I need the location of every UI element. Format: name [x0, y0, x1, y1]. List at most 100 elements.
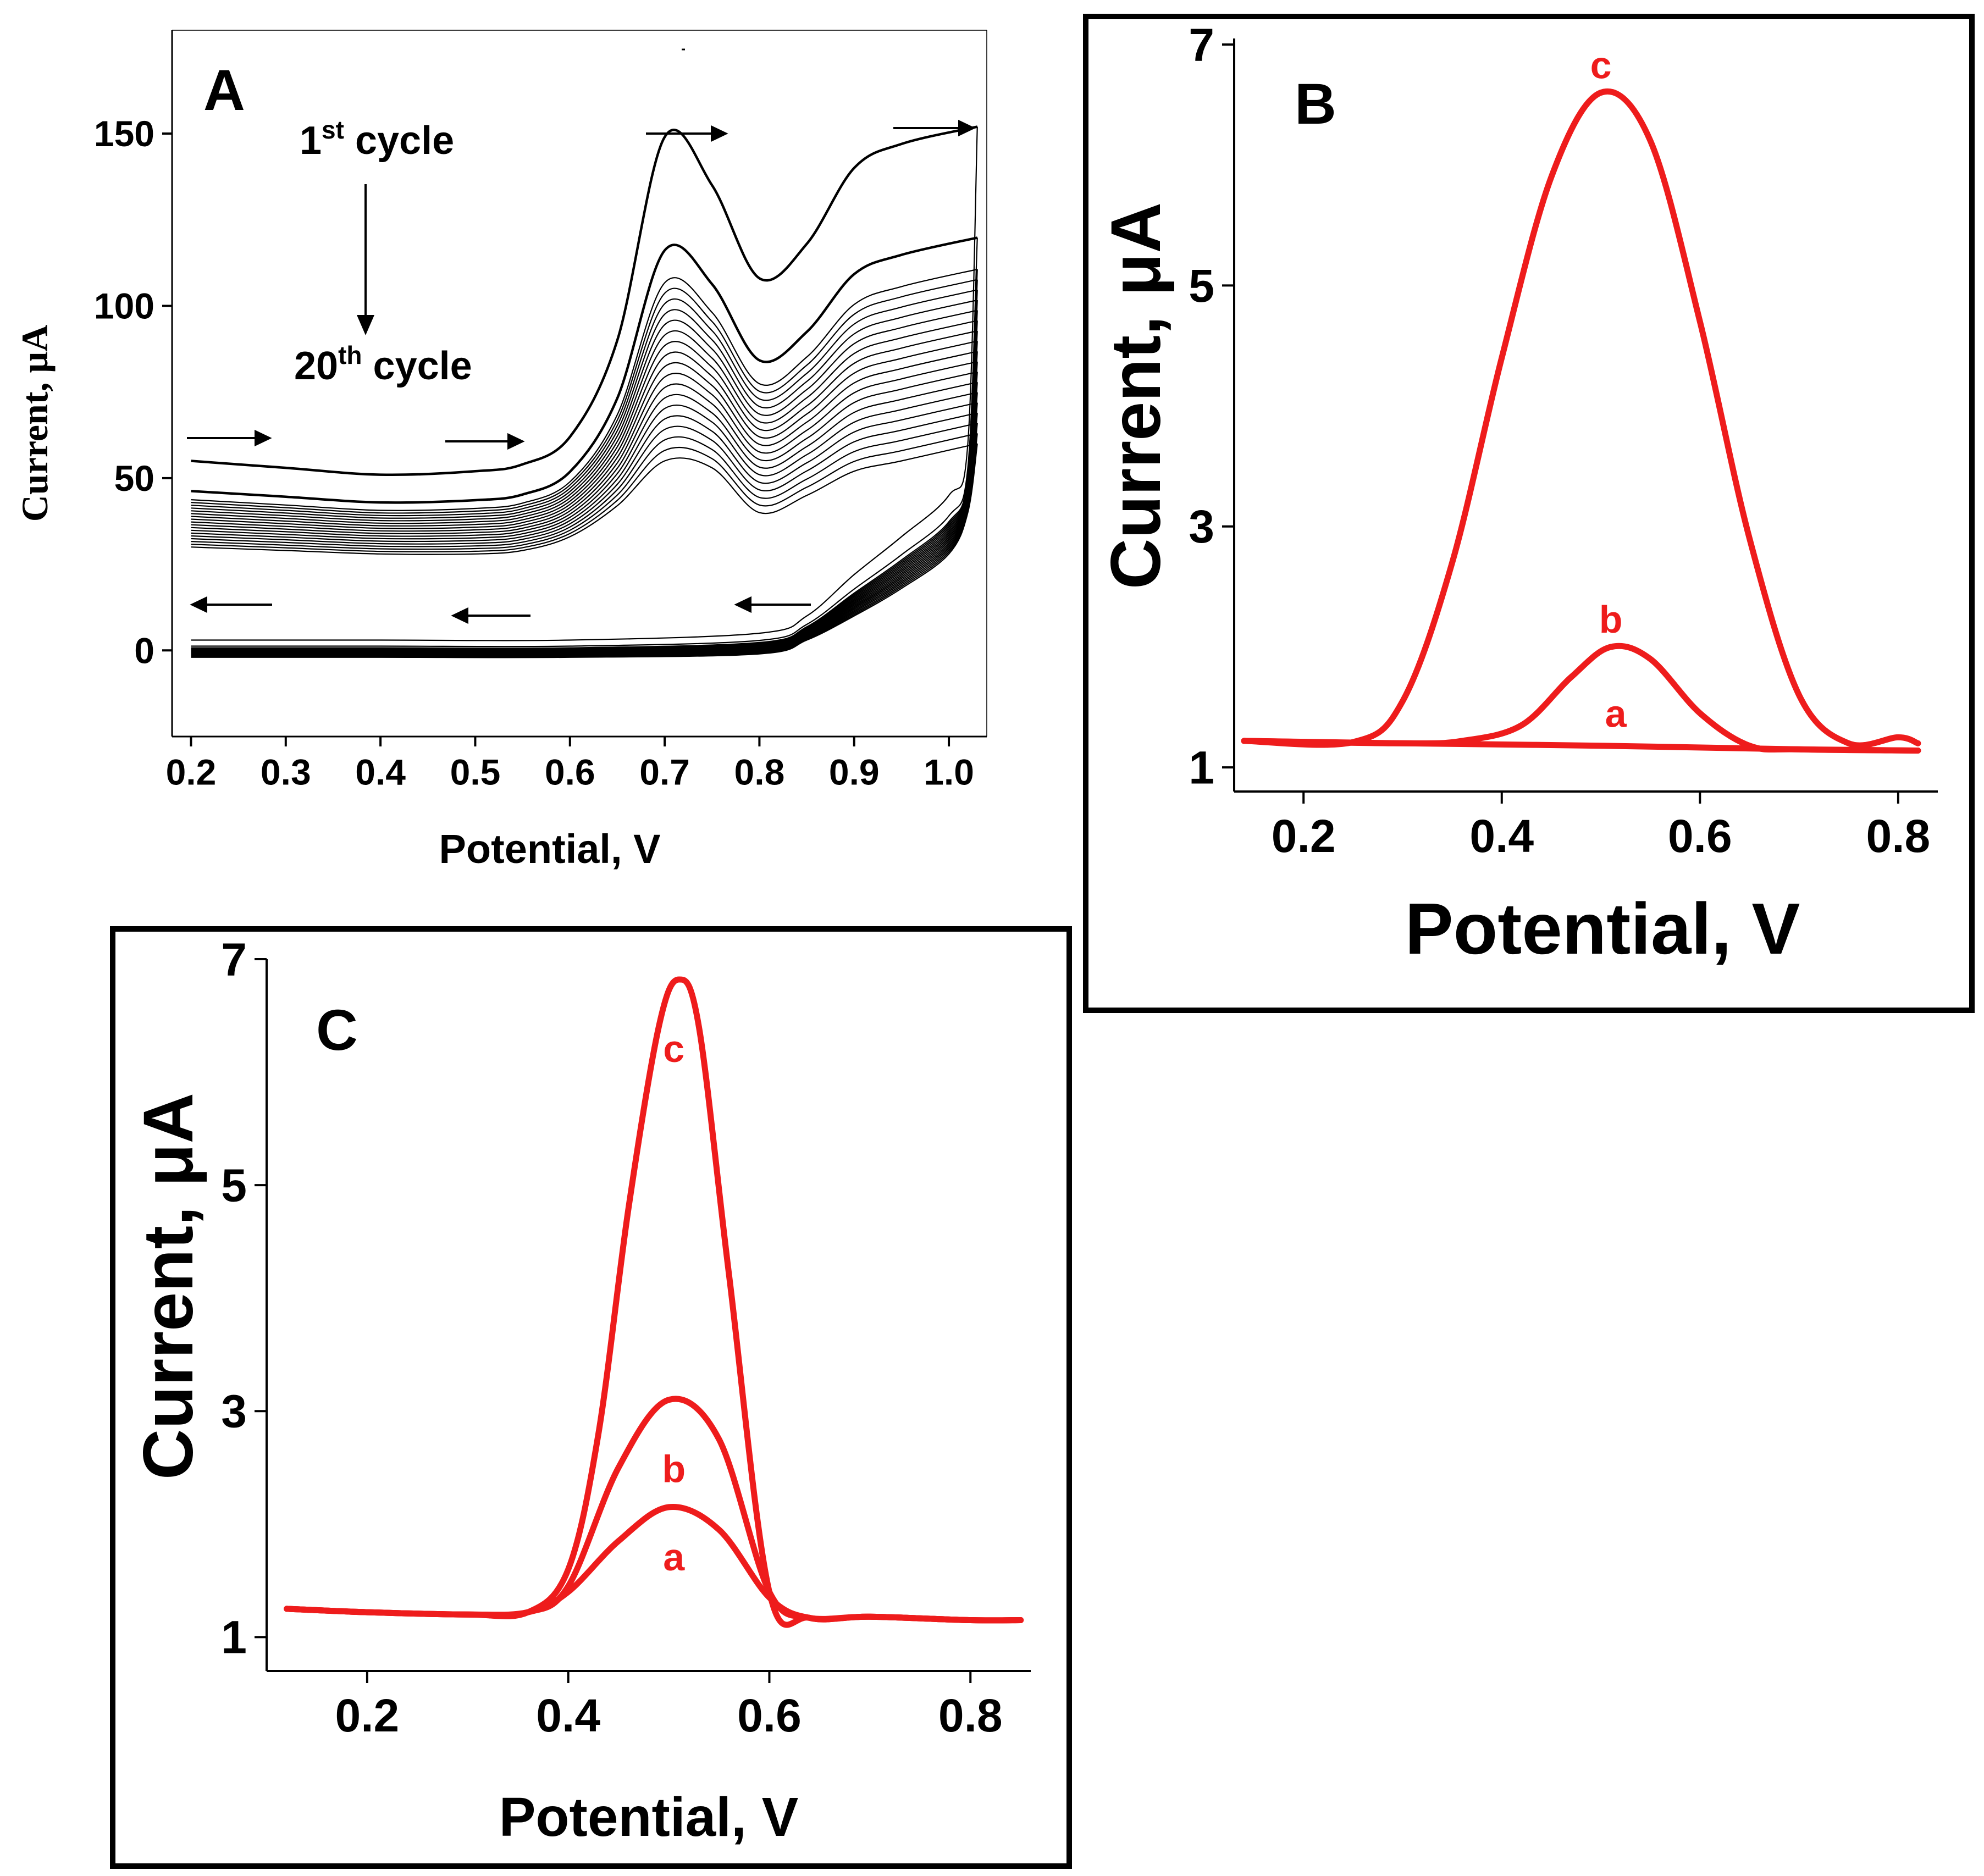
cycle-reverse-scan: [191, 126, 978, 641]
y-tick-label: 1: [1189, 742, 1214, 794]
x-tick-label: 0.2: [1272, 810, 1336, 862]
panel-a-x-axis-label: Potential, V: [439, 826, 661, 872]
series-c-label: c: [663, 1027, 684, 1070]
x-tick-label: 0.4: [536, 1690, 600, 1741]
panel-b-axes: [1233, 38, 1938, 793]
cycle-forward-scan: [191, 289, 978, 517]
cycle-forward-scan: [191, 125, 978, 477]
panel-c-border: [110, 926, 1072, 1869]
panel-c-x-ticks: 0.2 0.4 0.6 0.8: [335, 1671, 1003, 1741]
reverse-arrow: [734, 596, 811, 613]
panel-c: 1 3 5 7 0.2 0.4 0.6 0.8 C Potential, V Current…: [110, 926, 1072, 1869]
y-tick-label: 1: [221, 1612, 247, 1663]
panel-a-label: A: [203, 58, 245, 123]
reverse-arrow: [451, 607, 530, 624]
series-c-line: [284, 976, 1024, 1628]
panel-b-x-ticks: 0.2 0.4 0.6 0.8: [1272, 792, 1930, 862]
cycle-forward-scan: [191, 351, 978, 532]
cycle-forward-scan: [191, 320, 978, 524]
cycle-forward-scan: [191, 433, 978, 552]
panel-b-y-axis-label: Current, μA: [1097, 202, 1175, 589]
cycle-reverse-scan: [191, 237, 978, 648]
x-tick-label: 0.8: [1866, 810, 1930, 862]
x-tick-label: 0.8: [734, 751, 785, 792]
series-b-label: b: [1599, 598, 1623, 641]
reverse-arrow: [190, 596, 272, 613]
forward-arrow: [646, 125, 728, 142]
panel-b-series-labels: a b c: [1590, 44, 1627, 735]
cycle-forward-scan: [191, 391, 978, 543]
panel-c-x-axis-label: Potential, V: [499, 1786, 799, 1848]
cycle-reverse-scan: [191, 444, 978, 658]
cycle-forward-scan: [191, 268, 978, 511]
cycle-forward-scan: [191, 381, 978, 540]
cycle-forward-scan: [191, 299, 978, 519]
cycle-reverse-scan: [191, 423, 978, 657]
panel-a-x-ticks: 0.2 0.3 0.4 0.5 0.6 0.7 0.8 0.9 1.0: [166, 737, 974, 792]
y-tick-label: 7: [1189, 19, 1214, 70]
series-a-label: a: [663, 1536, 685, 1579]
cycle-forward-scan: [191, 422, 978, 550]
panel-b-label: B: [1295, 72, 1336, 136]
panel-a-cycle-curves: [191, 125, 978, 658]
series-c-label: c: [1590, 44, 1612, 87]
panel-b-curves: [1241, 88, 1921, 754]
series-b-line: [1241, 643, 1921, 754]
x-tick-label: 0.6: [545, 751, 595, 792]
cycle-forward-scan: [191, 309, 978, 522]
cycle-direction-arrow: [356, 184, 375, 336]
cycle-forward-scan: [191, 236, 978, 504]
panel-b-border: [1083, 14, 1975, 1013]
x-tick-label: 0.3: [261, 751, 311, 792]
series-b-label: b: [662, 1448, 686, 1491]
series-c-line: [1241, 88, 1921, 749]
series-a-label: a: [1605, 692, 1627, 735]
forward-arrow: [445, 433, 525, 450]
panel-c-curves: [284, 976, 1024, 1628]
series-a-line: [284, 1503, 1024, 1624]
last-cycle-annotation: 20th cycle: [294, 341, 472, 388]
panel-b: 1 3 5 7 0.2 0.4 0.6 0.8 B Potential, V Current…: [1083, 14, 1975, 1013]
x-tick-label: 0.6: [1668, 810, 1732, 862]
cycle-forward-scan: [191, 402, 978, 545]
cycle-forward-scan: [191, 443, 978, 555]
y-tick-label: 0: [134, 630, 154, 671]
panel-b-x-axis-label: Potential, V: [1405, 888, 1800, 969]
x-tick-label: 0.4: [355, 751, 406, 792]
x-tick-label: 0.4: [1469, 810, 1534, 862]
y-tick-label: 150: [94, 113, 154, 154]
cycle-forward-scan: [191, 412, 978, 547]
panel-c-series-labels: a b c: [662, 1027, 686, 1579]
forward-arrow: [893, 119, 976, 137]
panel-a-y-ticks: 0 50 100 150: [94, 113, 172, 671]
y-tick-label: 3: [1189, 501, 1214, 552]
x-tick-label: 0.6: [737, 1690, 802, 1741]
y-tick-label: 5: [1189, 260, 1214, 312]
panel-c-y-ticks: 1 3 5 7: [221, 933, 267, 1663]
panel-b-y-ticks: 1 3 5 7: [1189, 19, 1234, 794]
y-tick-label: 3: [221, 1386, 247, 1437]
panel-c-axes: [266, 959, 1031, 1672]
cycle-forward-scan: [191, 330, 978, 527]
x-tick-label: 1.0: [924, 751, 974, 792]
panel-c-y-axis-label: Current, μA: [129, 1093, 208, 1480]
x-tick-label: 0.7: [639, 751, 690, 792]
panel-a-y-axis-label: Current, μA: [14, 325, 56, 522]
x-tick-label: 0.9: [829, 751, 880, 792]
panel-a-frame: [171, 30, 987, 738]
cycle-forward-scan: [191, 371, 978, 537]
y-tick-label: 50: [114, 458, 154, 499]
y-tick-label: 100: [94, 286, 154, 326]
x-tick-label: 0.2: [335, 1690, 400, 1741]
x-tick-label: 0.5: [450, 751, 501, 792]
x-tick-label: 0.8: [938, 1690, 1003, 1741]
cycle-forward-scan: [191, 361, 978, 534]
first-cycle-annotation: 1st cycle: [300, 115, 454, 163]
cycle-reverse-scan: [191, 392, 978, 656]
y-tick-label: 5: [221, 1160, 247, 1211]
y-tick-label: 7: [221, 933, 247, 985]
cycle-forward-scan: [191, 279, 978, 514]
